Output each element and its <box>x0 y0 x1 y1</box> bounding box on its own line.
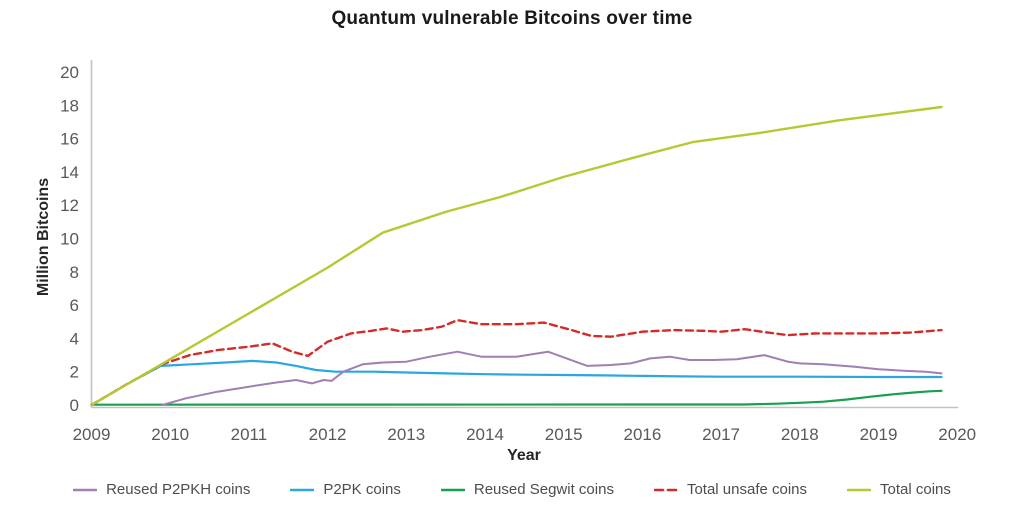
legend-label: P2PK coins <box>323 481 401 498</box>
x-tick-label: 2013 <box>387 425 425 444</box>
x-tick-label: 2010 <box>151 425 189 444</box>
series-line-reused-segwit-coins <box>90 389 943 406</box>
legend-marker-reused-p2pkh-coins <box>72 487 98 493</box>
legend-marker-reused-segwit-coins <box>440 487 466 493</box>
legend: Reused P2PKH coins P2PK coins Reused Segwi… <box>0 481 1024 498</box>
legend-item-total-coins: Total coins <box>846 481 951 498</box>
legend-marker-total-unsafe-coins <box>653 487 679 493</box>
y-tick-label: 2 <box>70 363 79 382</box>
legend-marker-p2pk-coins <box>290 487 315 493</box>
x-axis-label: Year <box>507 447 541 464</box>
y-tick-label: 16 <box>60 130 79 149</box>
chart-title: Quantum vulnerable Bitcoins over time <box>331 8 693 29</box>
legend-label: Total unsafe coins <box>686 481 808 498</box>
y-tick-label: 6 <box>70 296 79 315</box>
legend-marker-total-coins <box>846 487 872 493</box>
legend-item-reused-segwit-coins: Reused Segwit coins <box>440 481 614 498</box>
legend-item-total-unsafe-coins: Total unsafe coins <box>653 481 808 498</box>
series-line-reused-p2pkh-coins <box>161 350 943 406</box>
legend-label: Total coins <box>880 481 951 498</box>
legend-item-reused-p2pkh-coins: Reused P2PKH coins <box>72 481 251 498</box>
x-tick-label: 2011 <box>231 425 268 444</box>
y-tick-label: 8 <box>70 263 79 282</box>
legend-label: Reused Segwit coins <box>473 481 614 498</box>
y-tick-label: 14 <box>60 163 79 182</box>
x-tick-label: 2020 <box>938 425 976 444</box>
x-tick-label: 2012 <box>309 425 347 444</box>
x-tick-label: 2015 <box>545 425 583 444</box>
series-line-p2pk-coins <box>90 359 943 407</box>
x-tick-label: 2018 <box>781 425 819 444</box>
x-tick-label: 2019 <box>860 425 898 444</box>
x-tick-label: 2016 <box>623 425 661 444</box>
legend-item-p2pk-coins: P2PK coins <box>290 481 401 498</box>
y-tick-label: 0 <box>70 396 79 415</box>
series-line-total-unsafe-coins <box>90 318 943 407</box>
y-tick-label: 4 <box>70 329 79 348</box>
y-tick-label: 20 <box>60 63 79 82</box>
y-tick-label: 10 <box>60 230 79 249</box>
x-tick-label: 2014 <box>466 425 504 444</box>
series-line-total-coins <box>90 105 943 407</box>
x-tick-label: 2009 <box>73 425 111 444</box>
legend-label: Reused P2PKH coins <box>106 481 251 498</box>
x-tick-label: 2017 <box>702 425 740 444</box>
y-tick-label: 18 <box>60 96 79 115</box>
y-tick-label: 12 <box>60 196 79 215</box>
